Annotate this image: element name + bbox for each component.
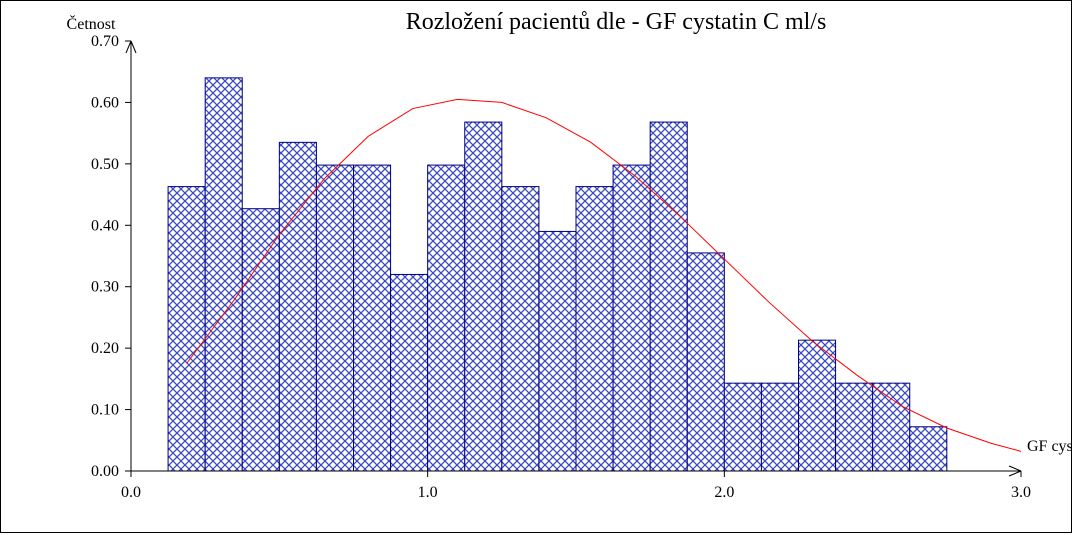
- histogram-bar: [799, 340, 836, 471]
- histogram-bar: [761, 383, 798, 471]
- y-tick-label: 0.00: [91, 463, 119, 480]
- histogram-bar: [724, 383, 761, 471]
- histogram-bar: [279, 142, 316, 471]
- histogram-bar: [502, 187, 539, 471]
- y-tick-label: 0.70: [91, 33, 119, 50]
- x-axis-label: GF cys. C ml/s: [1027, 438, 1071, 455]
- histogram-bar: [687, 253, 724, 471]
- chart-title: Rozložení pacientů dle - GF cystatin C m…: [406, 9, 827, 35]
- histogram-bar: [242, 209, 279, 471]
- histogram-bar: [391, 274, 428, 471]
- histogram-bar: [465, 122, 502, 471]
- y-axis-label: Četnost: [67, 14, 116, 33]
- y-tick-label: 0.60: [91, 94, 119, 111]
- histogram-bar: [613, 165, 650, 471]
- y-tick-label: 0.10: [91, 402, 119, 419]
- x-tick-label: 0.0: [121, 484, 141, 501]
- y-tick-label: 0.40: [91, 217, 119, 234]
- histogram-chart: 0.00 0.10 0.20 0.30 0.40 0.50 0.60 0.70 0.0 1.0 2.…: [1, 1, 1071, 532]
- x-tick-label: 3.0: [1011, 484, 1031, 501]
- x-tick-label: 2.0: [714, 484, 734, 501]
- y-tick-label: 0.20: [91, 340, 119, 357]
- histogram-bar: [428, 165, 465, 471]
- histogram-bar: [539, 231, 576, 471]
- y-tick-label: 0.50: [91, 156, 119, 173]
- histogram-bar: [354, 165, 391, 471]
- histogram-bar: [910, 427, 947, 471]
- histogram-bar: [316, 165, 353, 471]
- histogram-bar: [873, 383, 910, 471]
- histogram-bar: [168, 187, 205, 471]
- histogram-bar: [836, 383, 873, 471]
- histogram-bar: [576, 187, 613, 471]
- y-tick-label: 0.30: [91, 279, 119, 296]
- x-tick-label: 1.0: [418, 484, 438, 501]
- histogram-bar: [650, 122, 687, 471]
- histogram-bar: [205, 78, 242, 471]
